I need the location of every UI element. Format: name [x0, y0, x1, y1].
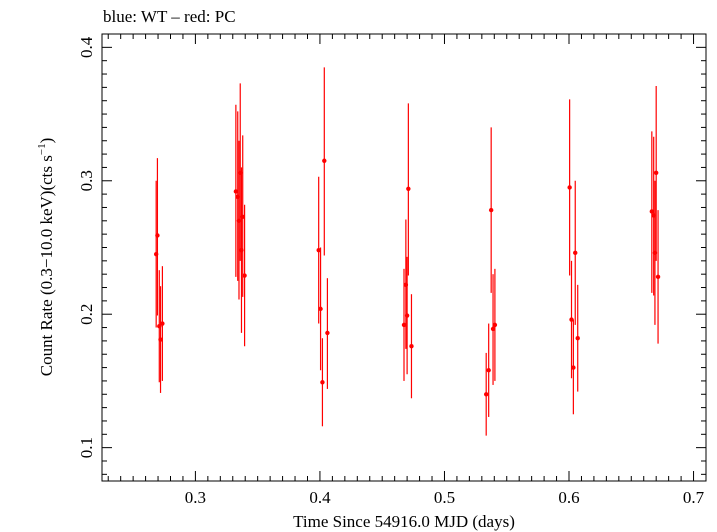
chart-title: blue: WT – red: PC — [103, 7, 236, 26]
y-tick-label: 0.4 — [77, 36, 96, 58]
data-point — [320, 338, 325, 427]
data-point — [492, 268, 498, 381]
data-marker — [488, 207, 494, 213]
data-point — [490, 274, 496, 385]
data-point — [401, 268, 407, 381]
data-point — [158, 286, 163, 393]
data-point — [233, 104, 239, 277]
data-marker — [569, 317, 574, 322]
x-tick-label: 0.4 — [309, 488, 331, 507]
data-point — [567, 99, 572, 276]
data-point — [318, 247, 323, 371]
data-marker — [567, 185, 572, 190]
y-axis-label-exponent: −1 — [36, 143, 48, 155]
pc-series — [153, 67, 661, 436]
data-marker — [233, 189, 239, 194]
data-marker — [483, 392, 489, 397]
data-marker — [316, 247, 321, 253]
data-point — [322, 67, 327, 256]
data-marker — [486, 368, 491, 373]
data-marker — [492, 322, 498, 328]
data-point — [242, 204, 247, 347]
data-marker — [655, 274, 661, 280]
data-point — [488, 127, 494, 293]
data-marker — [318, 306, 323, 312]
data-marker — [322, 158, 327, 163]
major-ticks — [102, 34, 706, 481]
data-marker — [242, 273, 247, 278]
plot-frame — [101, 33, 707, 482]
data-marker — [240, 214, 245, 220]
data-marker — [155, 233, 160, 238]
data-marker — [325, 330, 330, 336]
data-marker — [490, 326, 496, 332]
data-point — [571, 319, 576, 415]
x-axis-label: Time Since 54916.0 MJD (days) — [293, 512, 515, 531]
data-point — [575, 284, 580, 392]
data-marker — [409, 344, 414, 349]
x-tick-label: 0.5 — [434, 488, 455, 507]
x-tick-label: 0.6 — [558, 488, 579, 507]
y-axis-label-close: ) — [37, 138, 56, 144]
data-marker — [158, 337, 163, 342]
data-marker — [160, 321, 165, 326]
x-tick-label: 0.7 — [683, 488, 705, 507]
y-tick-label: 0.1 — [77, 437, 96, 458]
data-point — [573, 180, 578, 325]
data-point — [569, 260, 574, 379]
data-point — [404, 256, 410, 375]
x-tick-label: 0.3 — [185, 488, 206, 507]
data-marker — [401, 322, 407, 328]
data-point — [240, 135, 245, 297]
x-tick-labels: 0.3 0.4 0.5 0.6 0.7 — [185, 488, 705, 507]
data-point — [160, 266, 165, 381]
data-point — [155, 158, 160, 316]
y-axis-label: Count Rate (0.3−10.0 keV)(cts s−1) — [36, 138, 56, 377]
data-marker — [649, 209, 655, 214]
y-axis-label-main: Count Rate (0.3−10.0 keV)(cts s — [37, 155, 56, 376]
y-tick-label: 0.2 — [77, 304, 96, 325]
data-point — [655, 210, 661, 344]
data-point — [486, 323, 491, 417]
data-marker — [571, 365, 576, 370]
data-point — [406, 103, 411, 276]
minor-ticks — [102, 33, 707, 481]
data-point — [483, 352, 489, 436]
data-point — [649, 131, 655, 293]
data-point — [653, 86, 659, 261]
data-marker — [320, 380, 325, 385]
y-tick-labels: 0.1 0.2 0.3 0.4 — [77, 36, 96, 458]
data-marker — [406, 186, 411, 191]
data-marker — [653, 170, 659, 175]
data-point — [316, 176, 321, 324]
data-marker — [575, 336, 580, 341]
data-marker — [404, 313, 410, 318]
data-point — [325, 278, 330, 389]
y-tick-label: 0.3 — [77, 170, 96, 191]
data-point — [409, 294, 414, 399]
data-marker — [573, 250, 578, 256]
